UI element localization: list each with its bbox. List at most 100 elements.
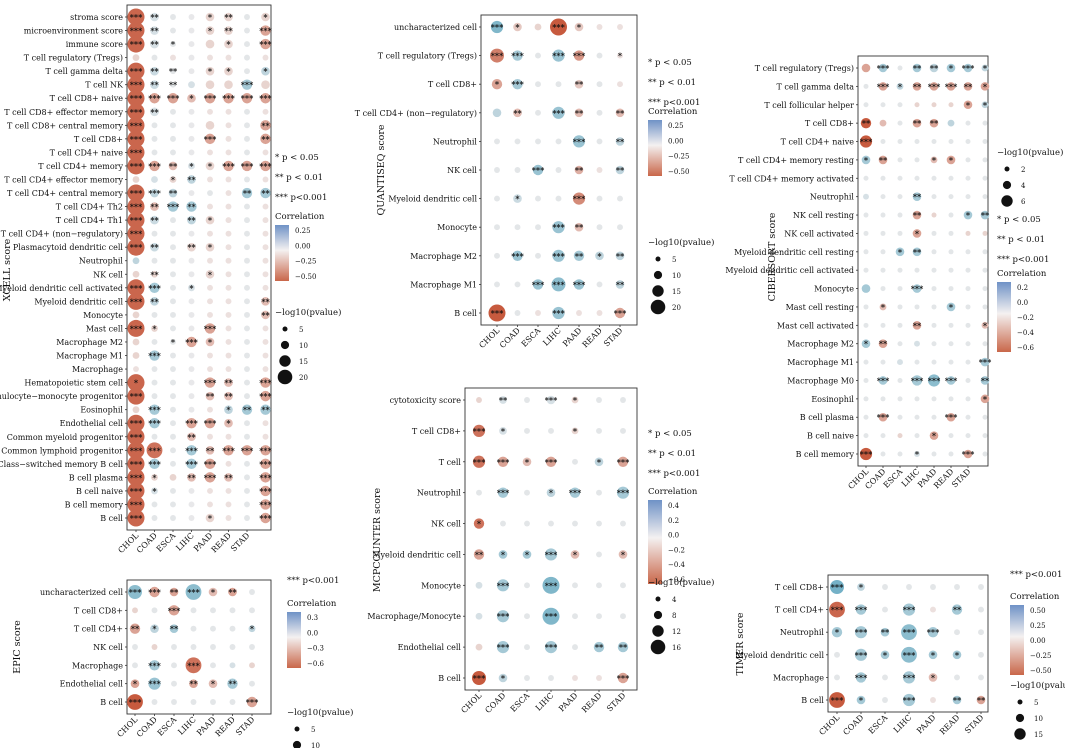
significance-stars: *** xyxy=(148,459,161,469)
significance-stars: *** xyxy=(617,457,630,467)
significance-stars: *** xyxy=(130,12,143,22)
correlation-dot xyxy=(241,79,253,90)
correlation-dot xyxy=(593,641,605,653)
correlation-dot xyxy=(244,339,250,345)
correlation-dot xyxy=(927,374,941,387)
correlation-dot xyxy=(978,651,984,658)
significance-stars: *** xyxy=(473,673,486,683)
significance-stars: *** xyxy=(877,81,890,91)
correlation-dot xyxy=(929,82,939,91)
correlation-dot xyxy=(878,155,888,165)
correlation-dot xyxy=(205,80,215,90)
column-label: READ xyxy=(214,715,237,738)
significance-stars: * xyxy=(966,100,971,110)
size-legend-dot xyxy=(650,639,666,655)
colorbar xyxy=(287,612,301,668)
significance-stars: *** xyxy=(491,308,504,318)
correlation-dot xyxy=(205,513,215,523)
correlation-dot xyxy=(149,160,160,172)
row-label: T cell CD4+ central memory xyxy=(7,189,123,198)
correlation-dot xyxy=(542,576,560,594)
correlation-dot xyxy=(188,311,195,318)
correlation-dot xyxy=(878,412,888,422)
correlation-dot xyxy=(857,583,865,591)
correlation-dot xyxy=(210,699,216,705)
correlation-dot xyxy=(204,458,216,470)
correlation-dot xyxy=(207,230,213,237)
colorbar-tick: −0.50 xyxy=(668,168,689,176)
correlation-dot xyxy=(535,252,541,259)
correlation-dot xyxy=(262,217,269,224)
row-label: Macrophage xyxy=(72,365,123,374)
correlation-dot xyxy=(914,451,920,457)
correlation-dot xyxy=(205,445,215,455)
correlation-dot xyxy=(963,449,973,459)
column-label: READ xyxy=(938,713,961,736)
panel-quantiseq: QUANTISEQ score uncharacterized cell T cel… xyxy=(355,14,714,350)
significance-stars: *** xyxy=(573,279,586,289)
significance-stars: *** xyxy=(204,93,217,103)
colorbar-tick: 0.25 xyxy=(1030,622,1046,630)
correlation-dot xyxy=(513,108,522,118)
correlation-dot xyxy=(535,310,541,316)
correlation-dot xyxy=(188,149,195,156)
column-label: READ xyxy=(210,531,233,554)
correlation-dot xyxy=(931,286,937,292)
size-legend-label: 15 xyxy=(299,358,308,366)
correlation-dot xyxy=(946,63,956,73)
significance-stars: *** xyxy=(831,582,844,592)
row-label: NK cell xyxy=(431,520,461,529)
correlation-dot xyxy=(261,66,270,76)
correlation-dot xyxy=(574,165,584,175)
significance-stars: *** xyxy=(614,308,627,318)
panel-epic: EPIC score uncharacterized cell T cell CD8… xyxy=(12,576,353,748)
size-legend-dot xyxy=(1002,180,1012,190)
significance-stars: *** xyxy=(148,445,161,455)
column-label: ESCA xyxy=(867,713,890,736)
row-label: Macrophage M2 xyxy=(56,338,123,347)
correlation-dot xyxy=(170,433,176,440)
correlation-dot xyxy=(151,515,158,521)
correlation-dot xyxy=(151,433,158,440)
significance-stars: *** xyxy=(130,513,143,523)
correlation-dot xyxy=(931,322,937,328)
correlation-dot xyxy=(205,66,215,76)
correlation-dot xyxy=(596,195,603,202)
correlation-dot xyxy=(151,270,158,278)
correlation-dot xyxy=(880,359,886,365)
size-legend-dot xyxy=(1014,728,1026,740)
correlation-dot xyxy=(880,433,886,439)
correlation-dot xyxy=(127,414,145,432)
row-label: B cell xyxy=(100,514,123,523)
correlation-dot xyxy=(225,122,232,129)
colorbar-tick: 0.25 xyxy=(295,227,311,235)
size-legend-label: 16 xyxy=(672,644,681,652)
correlation-dot xyxy=(168,188,178,198)
significance-stars: *** xyxy=(167,93,180,103)
significance-stars: * xyxy=(226,418,231,428)
significance-stars: *** xyxy=(204,418,217,428)
correlation-dot xyxy=(170,393,176,400)
correlation-dot xyxy=(980,394,990,404)
size-legend-dot xyxy=(652,285,664,297)
correlation-dot xyxy=(572,582,578,589)
correlation-dot xyxy=(186,336,197,348)
correlation-dot xyxy=(262,244,269,251)
correlation-dot xyxy=(488,304,506,322)
significance-stars: *** xyxy=(545,580,558,590)
correlation-dot xyxy=(205,269,215,279)
significance-stars: * xyxy=(501,549,506,559)
correlation-dot xyxy=(829,692,845,708)
correlation-dot xyxy=(948,102,954,108)
correlation-dot xyxy=(150,66,159,76)
correlation-dot xyxy=(882,584,888,590)
correlation-dot xyxy=(170,311,176,318)
row-label: Monocyte xyxy=(421,581,461,590)
correlation-dot xyxy=(614,307,626,319)
correlation-dot xyxy=(225,325,232,332)
correlation-dot xyxy=(260,472,271,483)
correlation-dot xyxy=(512,250,523,261)
correlation-dot xyxy=(207,352,213,359)
correlation-dot xyxy=(555,195,562,202)
